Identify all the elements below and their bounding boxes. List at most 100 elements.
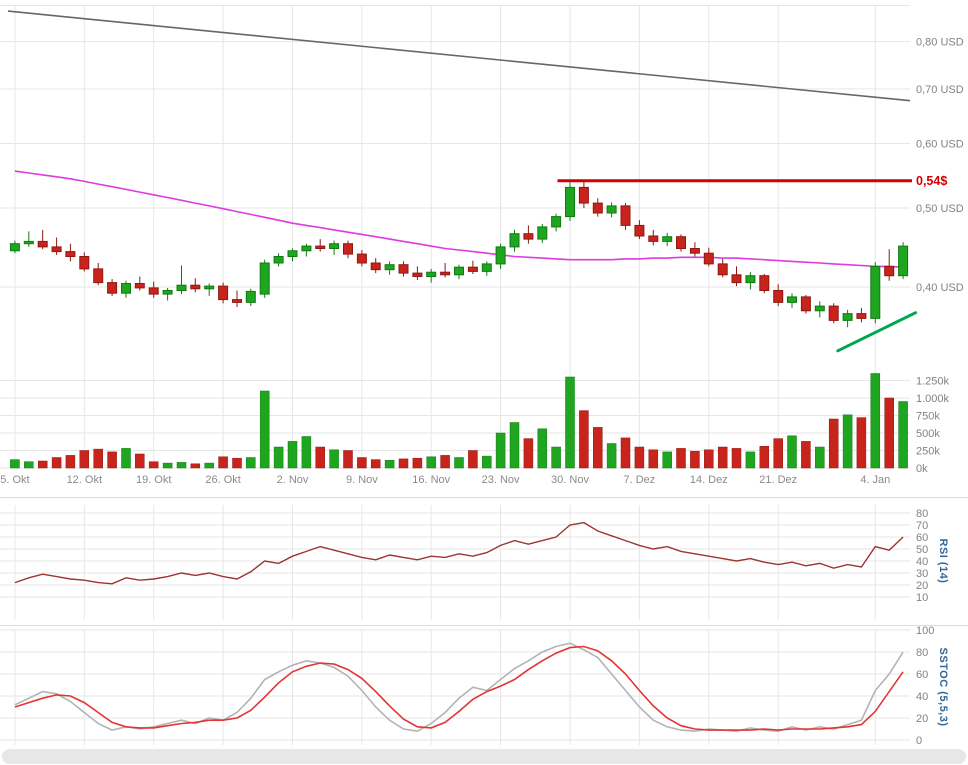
candle-body xyxy=(578,186,589,204)
moving-average-line xyxy=(14,170,904,268)
candle-body xyxy=(814,305,825,312)
candle-body xyxy=(745,275,756,284)
volume-bar xyxy=(579,410,589,469)
volume-bar xyxy=(620,437,631,469)
volume-bar xyxy=(648,449,659,469)
x-axis-label: 4. Jan xyxy=(860,474,890,486)
candle-body xyxy=(537,226,548,240)
volume-axis-label: 750k xyxy=(916,411,940,423)
volume-bar xyxy=(93,448,103,469)
x-axis-label: 2. Nov xyxy=(277,474,309,486)
candle-body xyxy=(301,245,312,252)
x-axis-label: 30. Nov xyxy=(551,474,589,486)
candle-body xyxy=(731,274,742,284)
candle-body xyxy=(9,243,20,252)
volume-bar xyxy=(870,373,881,469)
volume-bar xyxy=(593,427,603,469)
candle-body xyxy=(315,245,326,250)
candle-body xyxy=(898,245,909,277)
volume-bar xyxy=(815,446,825,469)
volume-bar xyxy=(412,457,423,469)
stoch-axis-label: 0 xyxy=(916,735,922,747)
volume-bar xyxy=(690,450,700,469)
candle-body xyxy=(232,299,242,303)
candle-body xyxy=(426,271,437,278)
candle-body xyxy=(565,186,575,218)
candle-body xyxy=(440,271,451,276)
x-axis-label: 23. Nov xyxy=(482,474,520,486)
candle-body xyxy=(93,268,104,284)
volume-bar xyxy=(65,455,76,469)
volume-bar xyxy=(273,446,284,469)
x-axis-label: 26. Okt xyxy=(205,474,240,486)
candle-body xyxy=(551,216,562,228)
volume-bar xyxy=(745,451,756,469)
candle-body xyxy=(218,285,229,301)
candle-body xyxy=(689,248,700,254)
volume-bar xyxy=(301,436,312,469)
volume-bar xyxy=(662,451,672,469)
candle-body xyxy=(65,251,76,258)
candle-body xyxy=(356,253,367,264)
volume-bar xyxy=(717,446,728,469)
volume-bar xyxy=(398,458,409,469)
stoch-axis-label: 80 xyxy=(916,647,928,659)
stochastic-d-line xyxy=(14,645,904,731)
candle-body xyxy=(273,256,284,264)
stoch-axis-label: 40 xyxy=(916,691,928,703)
candle-body xyxy=(190,284,201,290)
volume-bar xyxy=(468,450,478,469)
candle-body xyxy=(759,275,770,292)
candle-body xyxy=(856,313,867,319)
volume-axis-label: 250k xyxy=(916,446,940,458)
volume-axis-label: 1.250k xyxy=(916,376,950,388)
volume-bar xyxy=(842,414,853,469)
candle-body xyxy=(329,243,340,249)
volume-bar xyxy=(759,446,770,469)
candle-body xyxy=(467,266,478,272)
x-axis-label: 19. Okt xyxy=(136,474,171,486)
x-axis-label: 9. Nov xyxy=(346,474,378,486)
candle-body xyxy=(592,202,603,214)
candle-body xyxy=(842,313,853,321)
candle-body xyxy=(773,290,784,303)
horizontal-scrollbar[interactable] xyxy=(2,749,966,764)
x-axis-label: 12. Okt xyxy=(67,474,102,486)
rsi-line xyxy=(14,521,904,585)
rsi-axis-label: 10 xyxy=(916,592,928,604)
candle-body xyxy=(287,250,298,258)
volume-bar xyxy=(509,422,520,469)
candle-body xyxy=(870,265,881,319)
volume-bar xyxy=(10,459,20,469)
stoch-axis-label: 60 xyxy=(916,669,928,681)
volume-bar xyxy=(856,417,867,469)
candle-body xyxy=(204,285,215,290)
volume-bar xyxy=(426,456,436,469)
candle-body xyxy=(51,246,62,253)
rsi-axis-label: 20 xyxy=(916,580,928,592)
support-trendline xyxy=(836,311,918,353)
volume-bar xyxy=(121,448,131,469)
price-axis-label: 0,60 USD xyxy=(916,139,964,151)
candle-body xyxy=(134,283,145,289)
volume-bar xyxy=(634,446,645,469)
volume-axis-label: 0k xyxy=(916,463,928,475)
volume-bar xyxy=(704,449,714,469)
volume-bar xyxy=(343,450,353,469)
volume-bar xyxy=(135,453,145,469)
volume-bar xyxy=(606,443,617,469)
candle-body xyxy=(495,246,506,265)
rsi-axis-label: 30 xyxy=(916,568,928,580)
candle-body xyxy=(398,264,409,274)
rsi-axis-label: 60 xyxy=(916,532,928,544)
price-axis-label: 0,40 USD xyxy=(916,282,964,294)
candle-body xyxy=(884,265,895,277)
x-axis-label: 7. Dez xyxy=(624,474,656,486)
price-axis-label: 0,70 USD xyxy=(916,84,964,96)
rsi-axis-label: 50 xyxy=(916,544,928,556)
volume-bar xyxy=(162,462,173,469)
candle-body xyxy=(121,283,131,294)
volume-bar xyxy=(384,460,395,469)
